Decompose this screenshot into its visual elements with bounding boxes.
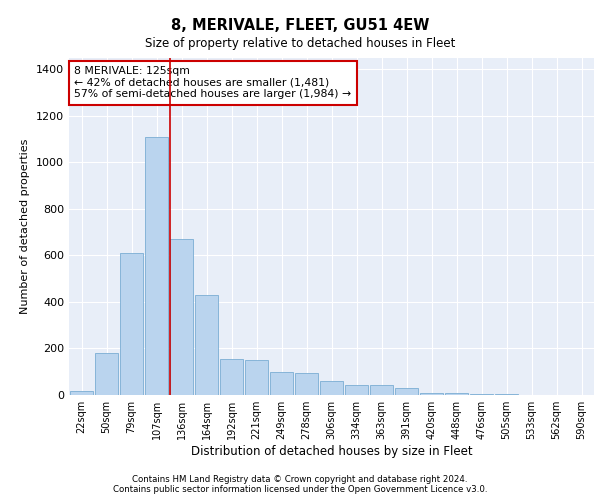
Bar [395,388,418,395]
Bar [95,353,118,395]
Text: 8 MERIVALE: 125sqm
← 42% of detached houses are smaller (1,481)
57% of semi-deta: 8 MERIVALE: 125sqm ← 42% of detached hou… [74,66,352,99]
X-axis label: Distribution of detached houses by size in Fleet: Distribution of detached houses by size … [191,445,472,458]
Bar [70,391,93,395]
Bar [445,392,468,395]
Bar [120,253,143,395]
Bar [470,394,493,395]
Bar [220,359,243,395]
Text: Size of property relative to detached houses in Fleet: Size of property relative to detached ho… [145,38,455,51]
Bar [295,373,318,395]
Y-axis label: Number of detached properties: Number of detached properties [20,138,31,314]
Bar [370,384,393,395]
Bar [345,384,368,395]
Text: Contains public sector information licensed under the Open Government Licence v3: Contains public sector information licen… [113,485,487,494]
Bar [170,239,193,395]
Bar [195,295,218,395]
Bar [320,381,343,395]
Bar [495,394,518,395]
Bar [245,360,268,395]
Bar [145,136,168,395]
Bar [270,372,293,395]
Text: Contains HM Land Registry data © Crown copyright and database right 2024.: Contains HM Land Registry data © Crown c… [132,475,468,484]
Bar [420,392,443,395]
Text: 8, MERIVALE, FLEET, GU51 4EW: 8, MERIVALE, FLEET, GU51 4EW [171,18,429,32]
